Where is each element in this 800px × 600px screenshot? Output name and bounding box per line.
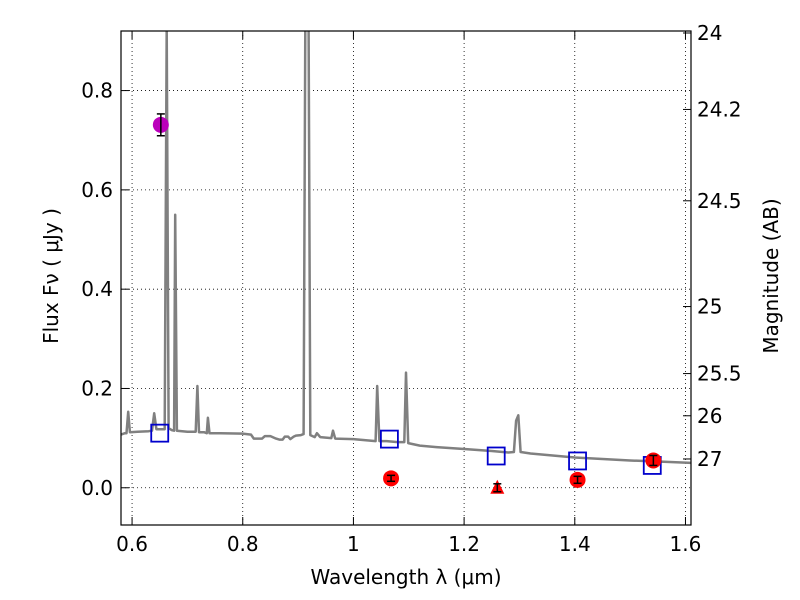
y-tick-label: 0.0 bbox=[81, 476, 113, 500]
model-photometry-square bbox=[150, 423, 170, 443]
y-tick-label: 0.4 bbox=[81, 277, 113, 301]
y-tick-label: 0.8 bbox=[81, 79, 113, 103]
y-tick-label: 0.2 bbox=[81, 376, 113, 400]
model-spectrum-line bbox=[121, 31, 691, 465]
model-photometry-square bbox=[486, 446, 506, 466]
y-tick-label: 0.6 bbox=[81, 178, 113, 202]
x-tick-label: 1 bbox=[347, 532, 360, 556]
axis-ticks: 0.6 0.8 1 1.2 1.4 1.6 0.0 0.2 0.4 0.6 0.8 24 24.2 24.… bbox=[81, 21, 741, 556]
right-tick-label: 24.2 bbox=[697, 97, 742, 121]
right-tick-label: 26 bbox=[697, 404, 722, 428]
x-tick-label: 1.2 bbox=[448, 532, 480, 556]
right-axis-label: Magnitude (AB) bbox=[759, 198, 783, 353]
right-tick-label: 24.5 bbox=[697, 189, 742, 213]
right-tick-label: 25 bbox=[697, 295, 722, 319]
right-tick-label: 27 bbox=[697, 447, 722, 471]
x-tick-label: 0.8 bbox=[227, 532, 259, 556]
right-tick-label: 24 bbox=[697, 21, 722, 45]
model-photometry-square bbox=[568, 451, 587, 471]
x-tick-label: 1.4 bbox=[559, 532, 591, 556]
y-axis-label: Flux Fν ( μJy ) bbox=[39, 208, 63, 344]
model-photometry-square bbox=[379, 429, 399, 449]
x-axis-label: Wavelength λ (μm) bbox=[310, 565, 501, 589]
plot-area bbox=[121, 31, 691, 494]
grid bbox=[121, 31, 691, 525]
x-tick-label: 0.6 bbox=[116, 532, 148, 556]
x-tick-label: 1.6 bbox=[670, 532, 702, 556]
plot-frame bbox=[120, 30, 692, 526]
right-tick-label: 25.5 bbox=[697, 362, 742, 386]
